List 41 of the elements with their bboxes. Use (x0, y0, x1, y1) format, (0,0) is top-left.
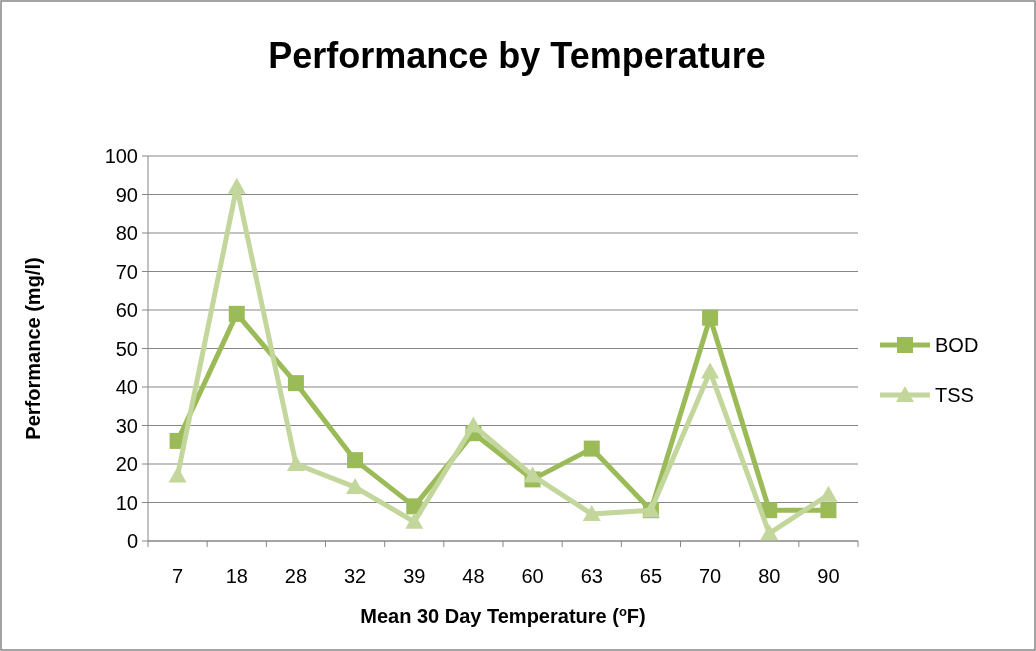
y-tick-label: 0 (126, 530, 138, 552)
y-tick-label: 50 (115, 337, 138, 360)
x-tick-label: 80 (758, 565, 781, 587)
point (168, 466, 187, 483)
legend-label: TSS (935, 384, 974, 406)
y-tick-label: 30 (115, 414, 138, 437)
x-tick-label: 39 (403, 565, 426, 587)
chart-title: Performance by Temperature (268, 35, 766, 76)
x-tick-label: 28 (284, 565, 308, 587)
x-tick-label: 18 (225, 565, 248, 587)
y-tick-label: 90 (115, 183, 138, 206)
point (227, 177, 246, 194)
point (582, 505, 601, 522)
x-tick-label: 7 (172, 565, 184, 587)
x-tick-label: 90 (817, 565, 840, 587)
x-tick-label: 70 (698, 565, 722, 587)
point (702, 309, 719, 326)
point (820, 502, 837, 519)
x-axis-title: Mean 30 Day Temperature ($^{o}$F) (360, 603, 646, 627)
x-tick-label: 63 (580, 565, 603, 587)
y-tick-label: 40 (115, 376, 138, 398)
point (405, 512, 424, 529)
point (286, 455, 305, 471)
point (583, 440, 600, 457)
legend-label: BOD (935, 334, 979, 356)
y-tick-label: 10 (115, 491, 138, 514)
x-tick-label: 32 (343, 565, 367, 587)
x-tick-label: 60 (521, 565, 544, 587)
point (347, 452, 364, 469)
y-tick-label: 60 (115, 299, 138, 321)
x-tick-label: 65 (639, 565, 663, 587)
point (287, 375, 304, 392)
y-tick-label: 20 (115, 453, 138, 475)
y-tick-label: 100 (104, 145, 138, 167)
point (228, 305, 245, 322)
y-tick-label: 70 (115, 260, 138, 283)
y-tick-label: 80 (115, 222, 138, 244)
point (701, 362, 720, 379)
y-axis-title: Performance (mg/l) (22, 257, 44, 440)
point (760, 524, 779, 541)
x-tick-label: 48 (462, 565, 485, 587)
